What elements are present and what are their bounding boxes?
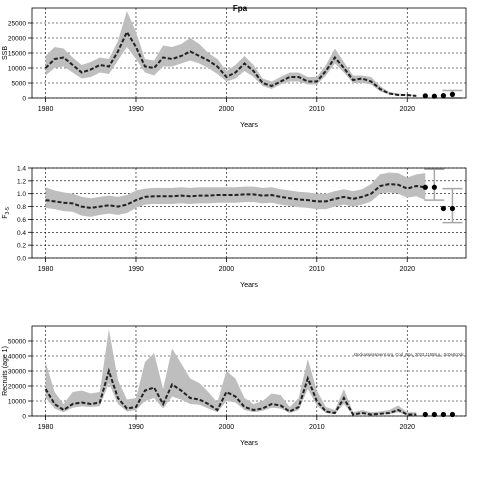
f-plot-frame [31,167,467,259]
rec-confidence-band [45,329,417,416]
f-series-line [45,183,426,209]
rec-xtick-label-2: 2000 [219,424,235,431]
rec-series-line [44,367,417,416]
f-ytick-label-1: 0.2 [17,243,26,250]
ssb-ytick-label-2: 10000 [8,66,26,73]
rec-ytick-label-4: 40000 [8,354,26,361]
rec-ytick-label-2: 20000 [8,384,26,391]
ssb-forecast-point-1 [431,93,437,99]
f-forecast-point-2 [440,205,446,212]
ssb-forecast-point-3 [449,91,456,97]
ssb-ytick-label-1: 5000 [12,81,27,88]
panel-f: 1980 1990 2000 2010 2020 0.0 0.2 0.4 0.6 0.8 1.0 1.… [2,166,467,289]
f-ytick-label-6: 1.2 [17,178,26,185]
ssb-confidence-band [45,11,417,97]
ssb-xtick-label-0: 1980 [38,106,54,113]
ssb-y-axis-label: SSB [2,46,9,60]
ssb-series-line [44,29,417,97]
panel-ssb: 1980 1990 2000 2010 2020 0 5000 10000 15000 20000… [2,7,467,129]
f-forecast-range-1 [442,187,463,224]
f-forecast-point-3 [449,205,456,212]
f-xtick-label-2: 2000 [219,266,235,273]
rec-ytick-label-0: 0 [22,414,26,421]
ssb-xtick-label-3: 2010 [309,106,325,113]
watermark-text: stockassessment.org, Cod_Fpa_2023.11558.… [354,352,464,357]
rec-ytick-label-5: 50000 [8,339,26,346]
f-xtick-label-1: 1990 [128,266,144,273]
ssb-forecast-point-0 [422,93,428,99]
ssb-ytick-label-5: 25000 [8,21,26,28]
f-ytick-label-4: 0.8 [17,204,26,211]
ssb-forecast-point-2 [440,93,446,99]
panel-rec: 1980 1990 2000 2010 2020 0 10000 20000 30000 4000… [2,325,467,447]
rec-xtick-label-1: 1990 [128,424,144,431]
f-ytick-label-2: 0.4 [17,230,26,237]
rec-xtick-label-0: 1980 [38,424,54,431]
rec-y-axis-label: Recruits (age 1) [2,346,9,396]
f-xtick-label-4: 2020 [399,266,415,273]
rec-xtick-label-4: 2020 [399,424,415,431]
ssb-ytick-label-3: 15000 [8,51,26,58]
ssb-x-axis-label: Years [240,122,258,129]
f-forecast-point-1 [431,184,437,190]
ssb-xtick-label-1: 1990 [128,106,144,113]
f-ytick-label-0: 0.0 [17,256,26,263]
rec-xtick-label-3: 2010 [309,424,325,431]
f-xtick-label-0: 1980 [38,266,54,273]
f-ytick-label-7: 1.4 [17,166,26,173]
f-forecast-point-0 [422,184,428,190]
ssb-ytick-label-4: 20000 [8,36,26,43]
f-x-axis-label: Years [240,282,258,289]
f-ytick-label-3: 0.6 [17,217,26,224]
f-xtick-label-3: 2010 [309,266,325,273]
chart-title: Fpa [233,4,248,13]
ssb-xtick-label-4: 2020 [399,106,415,113]
ssb-ytick-label-0: 0 [22,96,26,103]
rec-ytick-label-1: 10000 [8,399,26,406]
ssb-xtick-label-2: 2000 [219,106,235,113]
f-ytick-label-5: 1.0 [17,191,26,198]
rec-x-axis-label: Years [240,440,258,447]
f-y-axis-label: F3-5 [2,207,11,219]
rec-ytick-label-3: 30000 [8,369,26,376]
panels: 1980 1990 2000 2010 202005000100001500020000… [2,7,467,447]
